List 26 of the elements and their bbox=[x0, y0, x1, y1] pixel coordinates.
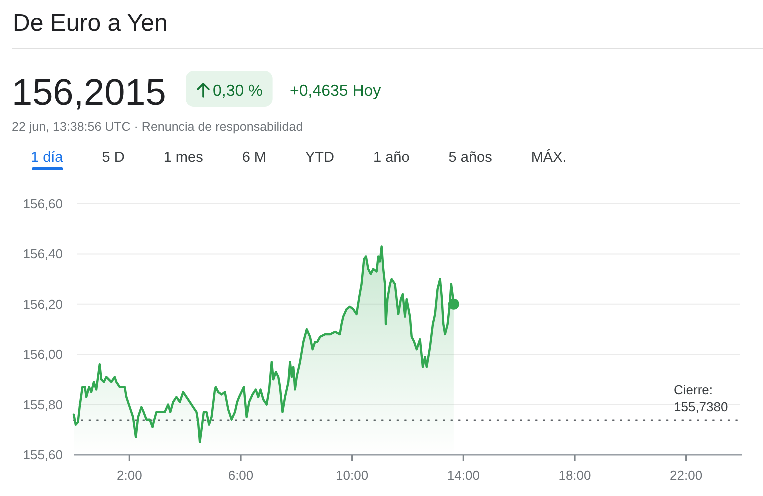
text: 156,2015 bbox=[12, 72, 166, 113]
x-tick-label: 22:00 bbox=[670, 468, 703, 483]
x-tick-label: 2:00 bbox=[117, 468, 142, 483]
text: 6 M bbox=[242, 150, 266, 166]
y-tick-label: 156,60 bbox=[23, 196, 63, 212]
text: YTD bbox=[306, 150, 334, 166]
x-tick-label: 6:00 bbox=[228, 468, 254, 483]
x-tick-label: 14:00 bbox=[447, 468, 480, 483]
y-tick-label: 156,20 bbox=[23, 296, 63, 312]
ref-line-label: Cierre: 155,7380 bbox=[674, 382, 728, 414]
text: 1 año bbox=[374, 150, 410, 166]
text: MÁX. bbox=[531, 149, 567, 166]
chart-title: De Euro a Yen bbox=[13, 10, 168, 37]
y-tick-label: 156,40 bbox=[23, 246, 63, 262]
x-tick-label: 10:00 bbox=[336, 468, 369, 483]
text: 5 D bbox=[102, 150, 125, 166]
text: 1 mes bbox=[164, 150, 204, 166]
text: +0,4635 Hoy bbox=[290, 83, 382, 100]
x-tick-label: 18:00 bbox=[558, 468, 592, 483]
y-tick-label: 155,80 bbox=[23, 397, 63, 412]
y-tick-label: 156,00 bbox=[23, 347, 63, 362]
text: 5 años bbox=[448, 150, 492, 166]
text: 22 jun, 13:38:56 UTC · Renuncia de responsabilidad bbox=[12, 120, 304, 134]
text: 1 día bbox=[31, 150, 64, 166]
text: 0,30 % bbox=[213, 83, 263, 100]
y-tick-label: 155,60 bbox=[23, 448, 63, 462]
